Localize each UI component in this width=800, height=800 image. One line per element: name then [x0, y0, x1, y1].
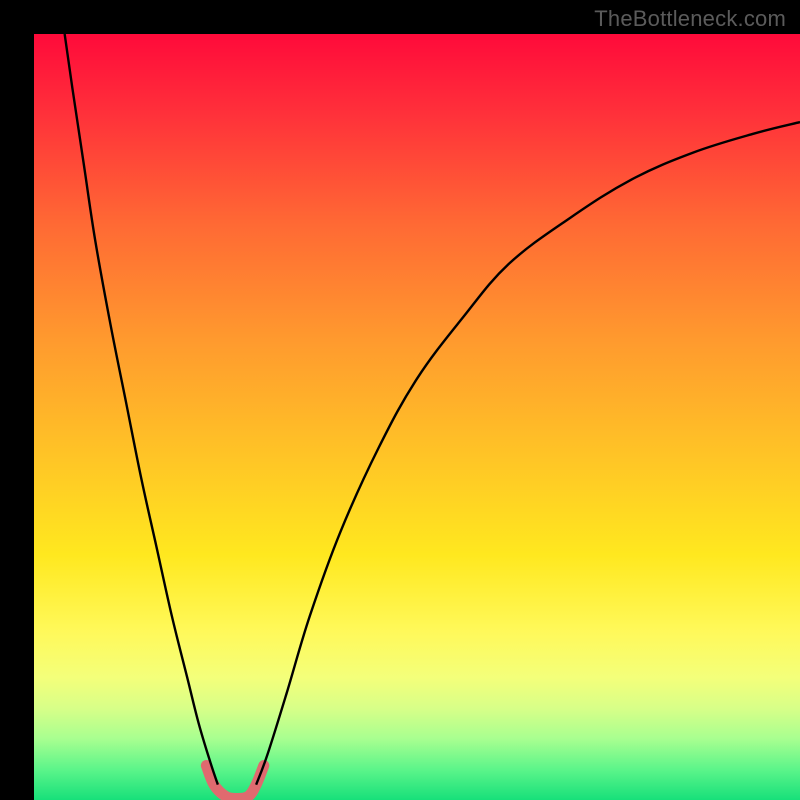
watermark-text: TheBottleneck.com	[594, 6, 786, 32]
trough-marker	[206, 766, 263, 799]
curve-layer	[34, 34, 800, 800]
plot-area	[34, 34, 800, 800]
curve-right	[256, 122, 800, 785]
figure-root: TheBottleneck.com	[0, 0, 800, 800]
curve-left	[65, 34, 218, 785]
